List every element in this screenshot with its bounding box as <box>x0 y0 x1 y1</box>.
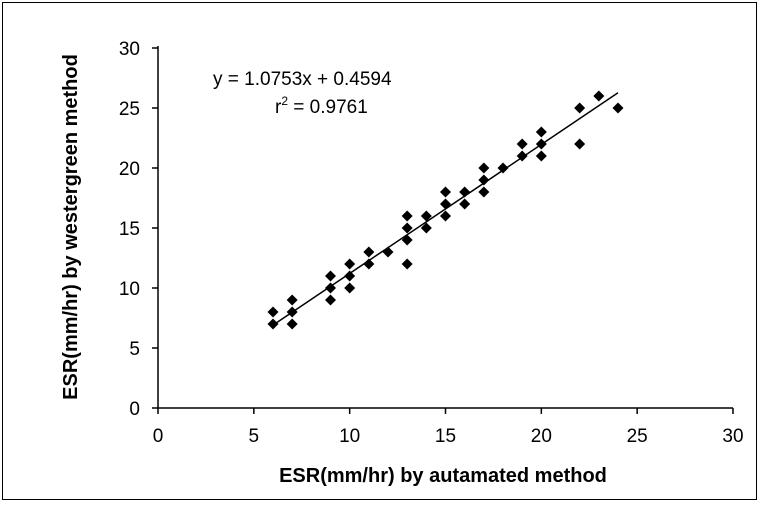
data-point-marker <box>440 198 451 210</box>
x-tick-label: 20 <box>531 426 552 447</box>
y-tick-label: 20 <box>119 159 140 180</box>
data-point-marker <box>363 246 375 258</box>
x-axis-ticks: 0 5 10 15 20 25 30 <box>153 408 744 447</box>
data-point-marker <box>286 294 298 306</box>
scatter-chart: 0 5 10 15 20 25 30 0 5 10 15 20 25 30 y = 1.0753x + … <box>60 39 744 487</box>
data-points <box>267 90 624 330</box>
data-point-marker <box>267 318 279 330</box>
x-tick-label: 10 <box>339 426 360 447</box>
data-point-marker <box>478 162 490 174</box>
data-point-marker <box>344 282 356 294</box>
data-point-marker <box>535 150 547 162</box>
y-tick-label: 0 <box>129 399 140 420</box>
data-point-marker <box>344 258 356 270</box>
data-point-marker <box>459 198 471 210</box>
data-point-marker <box>516 138 528 150</box>
x-tick-label: 25 <box>627 426 648 447</box>
r-squared-symbol: r <box>275 97 282 118</box>
data-point-marker <box>440 210 451 222</box>
r-squared-value: = 0.9761 <box>288 97 368 118</box>
data-point-marker <box>420 222 432 234</box>
chart-frame: 0 5 10 15 20 25 30 0 5 10 15 20 25 30 y = 1.0753x + … <box>2 2 757 500</box>
data-point-marker <box>344 270 356 282</box>
data-point-marker <box>574 138 586 150</box>
y-axis-title: ESR(mm/hr) by westergreen method <box>60 54 82 400</box>
data-point-marker <box>325 294 336 306</box>
data-point-marker <box>478 174 490 186</box>
data-point-marker <box>497 162 509 174</box>
data-point-marker <box>440 186 451 198</box>
y-tick-label: 10 <box>119 279 140 300</box>
data-point-marker <box>286 318 298 330</box>
x-tick-label: 30 <box>722 426 743 447</box>
y-tick-label: 5 <box>129 339 140 360</box>
y-tick-label: 15 <box>119 219 140 240</box>
data-point-marker <box>401 258 413 270</box>
x-tick-label: 5 <box>249 426 260 447</box>
data-point-marker <box>535 126 547 138</box>
trendline <box>272 92 619 326</box>
y-axis-ticks: 0 5 10 15 20 25 30 <box>119 39 158 420</box>
data-point-marker <box>478 186 490 198</box>
y-tick-label: 25 <box>119 99 140 120</box>
data-point-marker <box>401 234 413 246</box>
r-squared-label: r2 = 0.9761 <box>275 94 368 118</box>
data-point-marker <box>325 270 336 282</box>
y-tick-label: 30 <box>119 39 140 60</box>
data-point-marker <box>401 222 413 234</box>
r-squared-exponent: 2 <box>281 94 288 108</box>
x-tick-label: 0 <box>153 426 164 447</box>
data-point-marker <box>401 210 413 222</box>
x-axis-title: ESR(mm/hr) by autamated method <box>279 465 607 487</box>
data-point-marker <box>593 90 605 102</box>
data-point-marker <box>267 306 279 318</box>
data-point-marker <box>612 102 624 114</box>
data-point-marker <box>574 102 586 114</box>
data-point-marker <box>420 210 432 222</box>
trendline-equation: y = 1.0753x + 0.4594 <box>213 69 392 90</box>
data-point-marker <box>363 258 375 270</box>
x-tick-label: 15 <box>435 426 456 447</box>
